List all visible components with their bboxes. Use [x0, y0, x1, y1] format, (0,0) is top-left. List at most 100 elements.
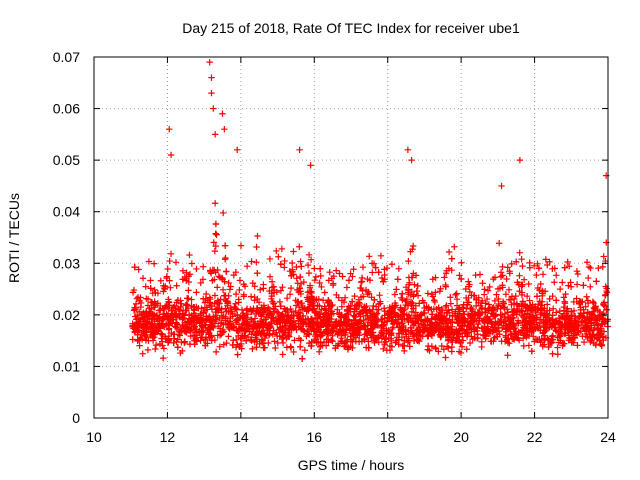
data-point: [221, 256, 229, 263]
data-point: [297, 258, 304, 265]
data-point: [329, 281, 337, 289]
data-point: [521, 319, 528, 326]
data-point: [498, 182, 505, 190]
data-point: [568, 311, 575, 319]
data-point: [249, 345, 256, 353]
data-point: [263, 331, 270, 339]
data-point: [466, 288, 474, 296]
data-point: [562, 290, 569, 298]
data-point: [221, 278, 228, 285]
data-point: [589, 308, 597, 316]
data-point: [421, 316, 429, 323]
data-point: [545, 314, 553, 322]
data-point: [296, 343, 304, 351]
data-point: [358, 308, 366, 316]
data-point: [411, 281, 418, 288]
data-point: [484, 313, 491, 321]
data-point: [475, 310, 482, 318]
data-point: [428, 291, 435, 298]
data-point: [203, 306, 211, 313]
data-point: [276, 333, 284, 340]
data-point: [265, 311, 273, 319]
data-point: [219, 275, 226, 282]
data-point: [360, 316, 367, 324]
y-tick-label: 0.06: [53, 101, 80, 117]
data-point: [304, 261, 312, 269]
data-point: [138, 322, 145, 329]
data-point: [145, 337, 152, 344]
data-point: [188, 296, 195, 303]
data-point: [463, 299, 471, 306]
data-point: [478, 338, 485, 346]
data-point: [502, 291, 510, 298]
data-point: [325, 296, 332, 304]
data-point: [552, 297, 560, 304]
data-point: [399, 315, 406, 323]
data-point: [443, 343, 451, 350]
data-point: [285, 314, 293, 322]
y-axis-label: ROTI / TECUs: [6, 193, 22, 283]
data-point: [554, 344, 561, 351]
data-point: [585, 263, 593, 271]
data-point: [172, 319, 180, 326]
data-point: [336, 311, 343, 318]
data-point: [564, 258, 571, 266]
data-point: [479, 280, 486, 287]
data-point: [498, 318, 505, 325]
data-point: [147, 324, 154, 331]
data-point: [395, 336, 403, 343]
data-point: [184, 295, 191, 302]
data-point: [216, 343, 223, 350]
data-point: [247, 293, 255, 300]
data-point: [260, 316, 268, 324]
data-point: [443, 309, 451, 316]
data-point: [491, 297, 499, 304]
data-point: [587, 283, 594, 290]
data-point: [541, 332, 548, 339]
data-point: [525, 280, 532, 288]
data-point: [191, 332, 198, 339]
data-point: [131, 263, 138, 271]
data-point: [248, 258, 255, 265]
data-point: [511, 330, 518, 337]
data-point: [144, 295, 152, 303]
data-point: [406, 279, 413, 286]
data-point: [281, 329, 288, 336]
data-point: [381, 319, 388, 326]
data-point: [414, 282, 421, 290]
data-point: [154, 320, 162, 328]
data-point: [485, 316, 492, 324]
data-point: [207, 302, 215, 310]
data-point: [603, 306, 610, 313]
data-point: [475, 320, 482, 328]
data-point: [578, 298, 586, 305]
data-point: [598, 342, 605, 349]
data-point: [226, 325, 233, 333]
data-point: [407, 298, 415, 306]
data-point: [296, 146, 303, 154]
data-point: [559, 279, 566, 286]
data-point: [432, 289, 439, 296]
data-point: [136, 297, 143, 305]
data-point: [283, 344, 291, 351]
data-point: [410, 242, 417, 250]
data-point: [160, 345, 168, 352]
data-point: [564, 314, 571, 321]
x-tick-label: 20: [453, 429, 469, 445]
data-point: [299, 355, 306, 362]
data-point: [276, 298, 284, 306]
data-point: [556, 285, 564, 293]
data-point: [453, 295, 461, 303]
data-point: [256, 323, 263, 330]
data-point: [199, 276, 207, 283]
data-point: [482, 308, 489, 316]
data-point: [396, 323, 403, 331]
data-point: [489, 324, 497, 331]
data-point: [372, 334, 380, 342]
data-point: [231, 303, 238, 311]
data-point: [297, 273, 304, 281]
data-point: [539, 288, 547, 296]
data-point: [452, 291, 459, 299]
data-point: [183, 269, 190, 276]
data-point: [252, 310, 260, 318]
